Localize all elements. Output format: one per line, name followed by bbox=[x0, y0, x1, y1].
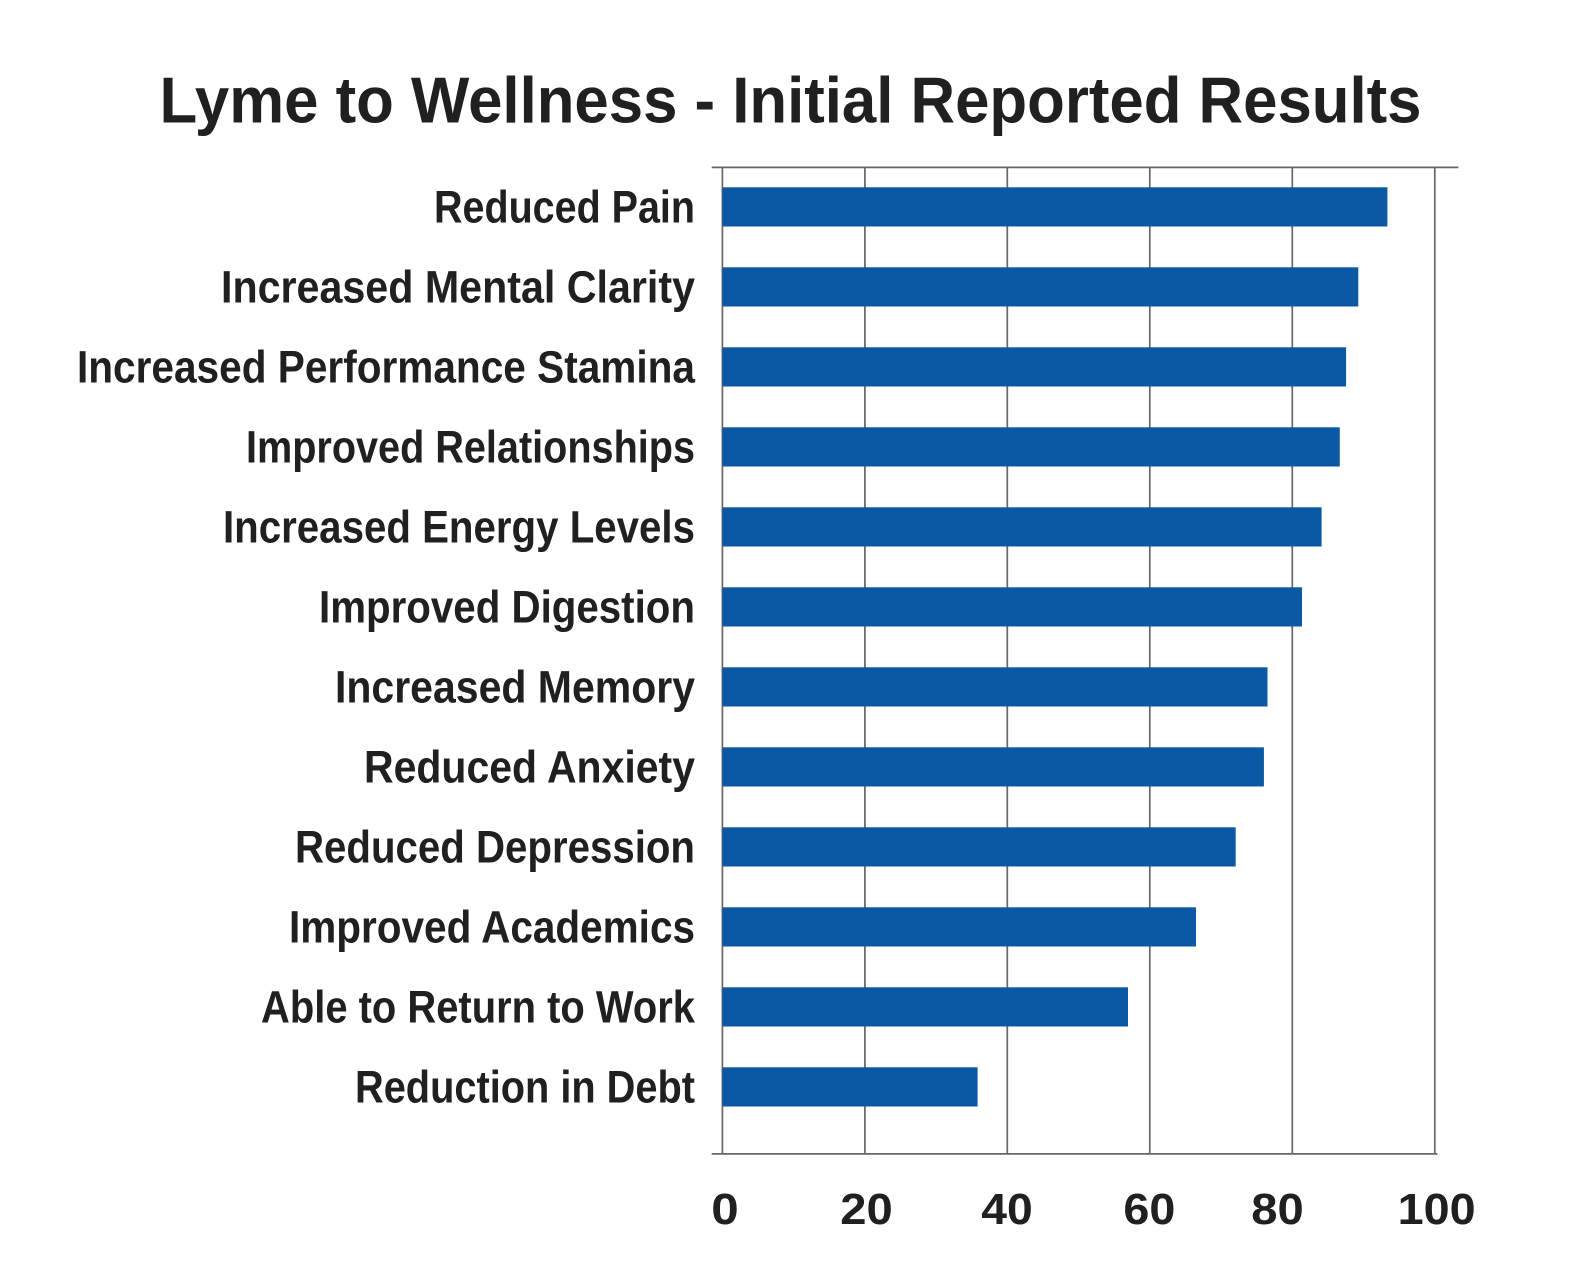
svg-text:Reduced Pain: Reduced Pain bbox=[434, 182, 695, 233]
svg-text:100: 100 bbox=[1398, 1185, 1476, 1234]
svg-text:Improved Relationships: Improved Relationships bbox=[246, 422, 695, 473]
svg-text:20: 20 bbox=[840, 1185, 893, 1234]
svg-text:Able to Return to Work: Able to Return to Work bbox=[261, 982, 696, 1033]
svg-text:Reduced Anxiety: Reduced Anxiety bbox=[364, 742, 695, 793]
svg-text:Increased Memory: Increased Memory bbox=[335, 662, 695, 713]
svg-text:Improved Digestion: Improved Digestion bbox=[319, 582, 695, 633]
svg-text:40: 40 bbox=[981, 1185, 1033, 1234]
svg-text:Increased Performance Stamina: Increased Performance Stamina bbox=[77, 342, 696, 393]
svg-text:Increased Energy Levels: Increased Energy Levels bbox=[223, 502, 695, 553]
svg-text:60: 60 bbox=[1123, 1185, 1175, 1234]
svg-text:Improved Academics: Improved Academics bbox=[289, 902, 695, 953]
svg-text:Lyme to Wellness - Initial Rep: Lyme to Wellness - Initial Reported Resu… bbox=[160, 64, 1422, 137]
svg-text:Reduced Depression: Reduced Depression bbox=[295, 822, 695, 873]
svg-text:Increased Mental Clarity: Increased Mental Clarity bbox=[221, 262, 695, 313]
svg-text:0: 0 bbox=[711, 1185, 739, 1234]
svg-text:80: 80 bbox=[1251, 1185, 1304, 1234]
svg-text:Reduction in Debt: Reduction in Debt bbox=[355, 1062, 695, 1113]
